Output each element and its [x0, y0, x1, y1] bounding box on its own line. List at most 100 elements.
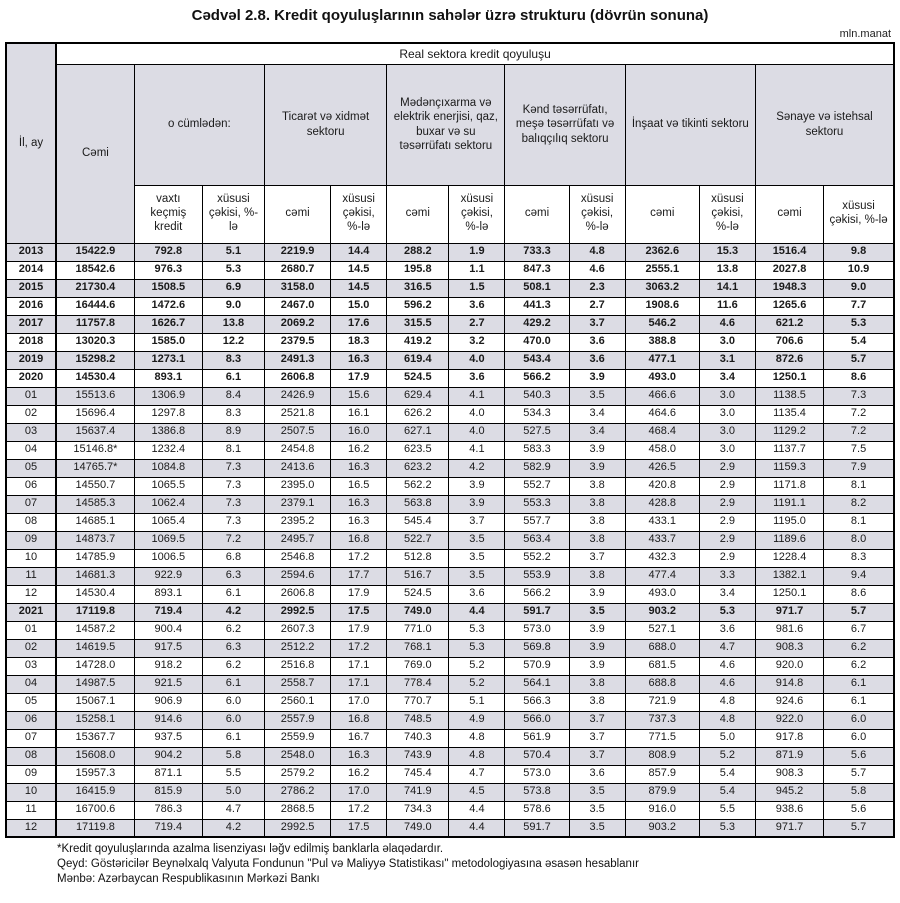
footnote-source: Mənbə: Azərbaycan Respublikasının Mərkəz…: [57, 873, 320, 886]
value-cell: 906.9: [133, 692, 203, 712]
table-row: 2014 18542.6 976.3 5.3 2680.7 14.5 195.8 1.1 847…: [5, 260, 895, 280]
value-cell: 17.2: [330, 548, 388, 568]
value-cell: 4.4: [448, 602, 506, 622]
table-row: 05 14765.7* 1084.8 7.3 2413.6 16.3 623.2 4.2 582…: [5, 458, 895, 478]
value-cell: 4.7: [448, 764, 506, 784]
unit-label: mln.manat: [839, 28, 891, 40]
value-cell: 17.5: [330, 818, 388, 838]
row-label-cell: 06: [5, 476, 58, 496]
value-cell: 1297.8: [133, 404, 203, 424]
table-row: 01 14587.2 900.4 6.2 2607.3 17.9 771.0 5.3 573.0…: [5, 620, 895, 640]
value-cell: 14530.4: [55, 368, 135, 388]
value-cell: 15258.1: [55, 710, 135, 730]
sub-header-row: vaxtı keçmiş kredit xüsusi çəkisi, %-lə …: [6, 184, 895, 244]
value-cell: 7.2: [201, 530, 266, 550]
value-cell: 1386.8: [133, 422, 203, 442]
table-row: 08 14685.1 1065.4 7.3 2395.2 16.3 545.4 3.7 557.…: [5, 512, 895, 532]
value-cell: 6.0: [201, 692, 266, 712]
value-cell: 769.0: [386, 656, 450, 676]
value-cell: 420.8: [624, 476, 700, 496]
value-cell: 1.1: [448, 260, 506, 280]
value-cell: 15146.8*: [55, 440, 135, 460]
value-cell: 3.8: [568, 494, 626, 514]
value-cell: 419.2: [386, 332, 450, 352]
value-cell: 6.3: [201, 566, 266, 586]
value-cell: 2548.0: [263, 746, 332, 766]
value-cell: 5.2: [448, 656, 506, 676]
sub-header-overdue: vaxtı keçmiş kredit: [133, 184, 203, 244]
sub-header-share: xüsusi çəkisi, %-lə: [698, 184, 756, 244]
value-cell: 4.2: [201, 818, 266, 838]
value-cell: 7.2: [823, 404, 895, 424]
value-cell: 543.4: [504, 350, 570, 370]
table-row: 11 14681.3 922.9 6.3 2594.6 17.7 516.7 3.5 553.9…: [5, 566, 895, 586]
value-cell: 3.9: [568, 584, 626, 604]
value-cell: 2558.7: [263, 674, 332, 694]
value-cell: 893.1: [133, 368, 203, 388]
value-cell: 3.7: [568, 314, 626, 334]
value-cell: 493.0: [624, 584, 700, 604]
value-cell: 569.8: [504, 638, 570, 658]
value-cell: 1228.4: [754, 548, 825, 568]
value-cell: 527.1: [624, 620, 700, 640]
value-cell: 3.6: [448, 296, 506, 316]
value-cell: 1138.5: [754, 386, 825, 406]
value-cell: 5.0: [201, 782, 266, 802]
value-cell: 16.3: [330, 746, 388, 766]
value-cell: 16415.9: [55, 782, 135, 802]
value-cell: 14685.1: [55, 512, 135, 532]
value-cell: 4.1: [448, 386, 506, 406]
table-body: 2013 15422.9 792.8 5.1 2219.9 14.4 288.2 1.9 733…: [5, 242, 895, 838]
value-cell: 15513.6: [55, 386, 135, 406]
table-row: 2021 17119.8 719.4 4.2 2992.5 17.5 749.0 4.4 591…: [5, 602, 895, 622]
value-cell: 426.5: [624, 458, 700, 478]
page-title: Cədvəl 2.8. Kredit qoyuluşlarının sahələ…: [191, 7, 709, 24]
value-cell: 2.9: [698, 458, 756, 478]
table-row: 07 15367.7 937.5 6.1 2559.9 16.7 740.3 4.8 561.9…: [5, 728, 895, 748]
value-cell: 8.3: [823, 548, 895, 568]
value-cell: 719.4: [133, 818, 203, 838]
value-cell: 16.3: [330, 512, 388, 532]
value-cell: 288.2: [386, 242, 450, 262]
value-cell: 7.3: [201, 512, 266, 532]
value-cell: 945.2: [754, 782, 825, 802]
value-cell: 6.2: [201, 656, 266, 676]
value-cell: 771.0: [386, 620, 450, 640]
value-cell: 7.7: [823, 296, 895, 316]
table-row: 05 15067.1 906.9 6.0 2560.1 17.0 770.7 5.1 566.3…: [5, 692, 895, 712]
value-cell: 9.4: [823, 566, 895, 586]
value-cell: 792.8: [133, 242, 203, 262]
value-cell: 3.4: [698, 368, 756, 388]
value-cell: 6.0: [201, 710, 266, 730]
value-cell: 2395.2: [263, 512, 332, 532]
value-cell: 3.8: [568, 692, 626, 712]
value-cell: 9.0: [201, 296, 266, 316]
value-cell: 721.9: [624, 692, 700, 712]
value-cell: 745.4: [386, 764, 450, 784]
value-cell: 629.4: [386, 386, 450, 406]
table-row: 12 17119.8 719.4 4.2 2992.5 17.5 749.0 4.4 591.7…: [5, 818, 895, 838]
value-cell: 2362.6: [624, 242, 700, 262]
value-cell: 582.9: [504, 458, 570, 478]
value-cell: 16.2: [330, 440, 388, 460]
value-cell: 7.9: [823, 458, 895, 478]
value-cell: 596.2: [386, 296, 450, 316]
value-cell: 17.5: [330, 602, 388, 622]
value-cell: 4.8: [448, 746, 506, 766]
col-header-period: İl, ay: [5, 42, 58, 244]
value-cell: 3.9: [568, 368, 626, 388]
table-row: 04 14987.5 921.5 6.1 2558.7 17.1 778.4 5.2 564.1…: [5, 674, 895, 694]
row-label-cell: 07: [5, 728, 58, 748]
value-cell: 903.2: [624, 602, 700, 622]
value-cell: 6.1: [201, 728, 266, 748]
value-cell: 315.5: [386, 314, 450, 334]
table-row: 2015 21730.4 1508.5 6.9 3158.0 14.5 316.5 1.5 50…: [5, 278, 895, 298]
col-header-construction-sector: İnşaat və tikinti sektoru: [624, 63, 756, 186]
value-cell: 3.9: [568, 620, 626, 640]
footnote-note: Qeyd: Göstəricilər Beynəlxalq Valyuta Fo…: [57, 858, 639, 871]
value-cell: 566.2: [504, 368, 570, 388]
value-cell: 688.8: [624, 674, 700, 694]
sub-header-share: xüsusi çəkisi, %-lə: [568, 184, 626, 244]
value-cell: 3.7: [568, 548, 626, 568]
value-cell: 4.6: [698, 314, 756, 334]
